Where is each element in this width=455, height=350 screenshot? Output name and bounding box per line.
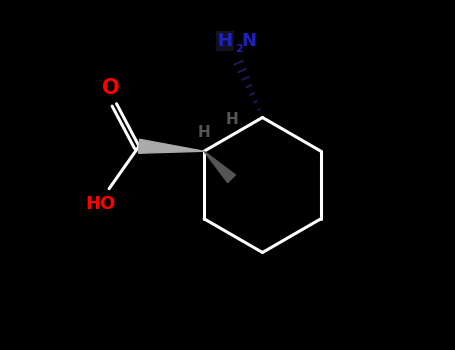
Text: H: H: [217, 32, 233, 50]
Text: H: H: [197, 125, 210, 140]
Text: 2: 2: [235, 44, 243, 54]
Polygon shape: [138, 139, 204, 153]
Text: H: H: [217, 32, 233, 50]
Text: N: N: [242, 32, 257, 50]
Polygon shape: [204, 151, 235, 183]
Text: HO: HO: [85, 195, 115, 213]
Text: O: O: [102, 78, 119, 98]
Text: H: H: [226, 112, 239, 127]
